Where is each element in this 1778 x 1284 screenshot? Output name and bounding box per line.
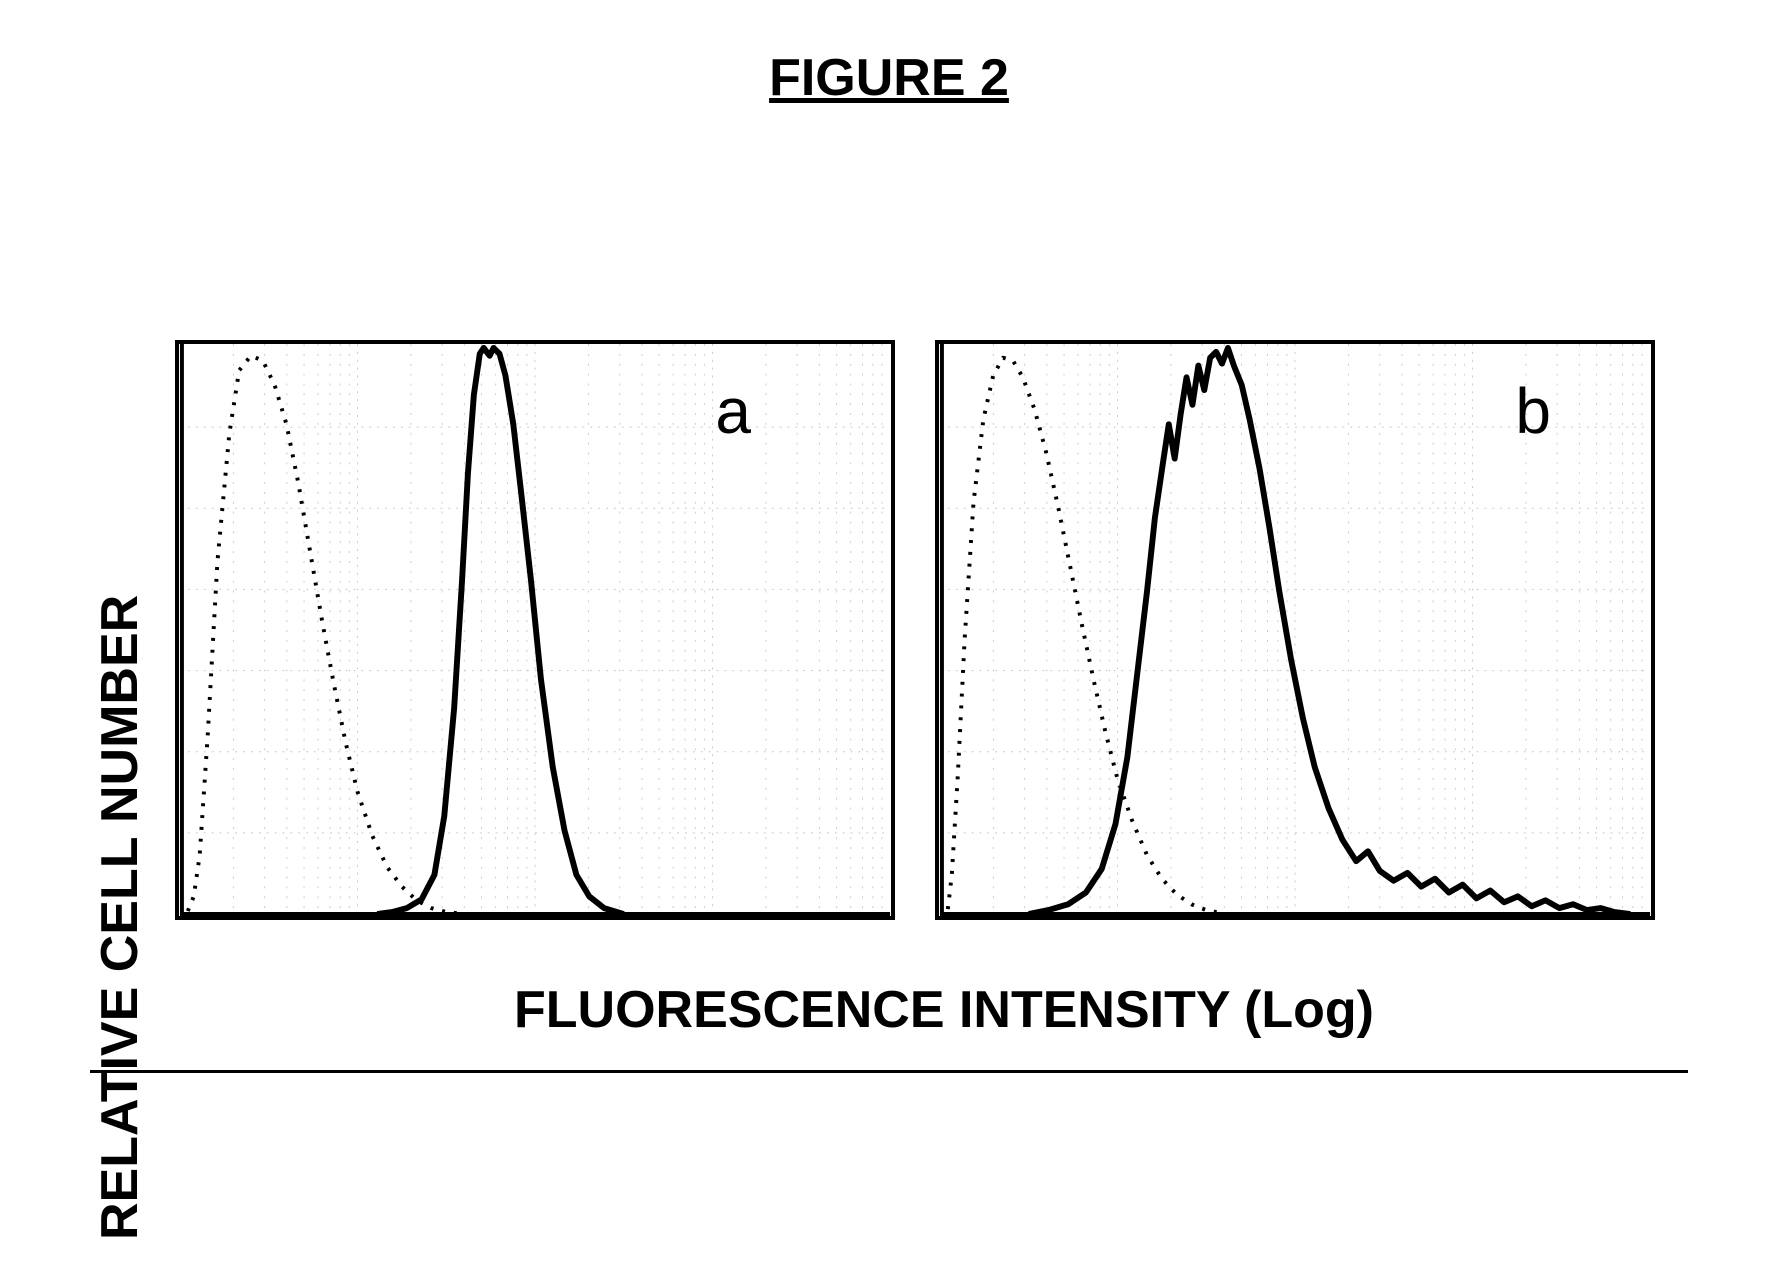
- panel-label-a: a: [715, 374, 751, 448]
- panel-label-b: b: [1515, 374, 1551, 448]
- panel-a: a: [175, 340, 895, 920]
- y-axis-label: RELATIVE CELL NUMBER: [90, 595, 150, 1240]
- figure-underline: [90, 1070, 1688, 1073]
- figure-title: FIGURE 2: [0, 48, 1778, 108]
- histogram-control: [188, 356, 466, 914]
- panels-container: ab: [175, 340, 1655, 920]
- panel-b: b: [935, 340, 1655, 920]
- histogram-control: [948, 358, 1226, 914]
- histogram-sample: [377, 348, 624, 914]
- x-axis-label: FLUORESCENCE INTENSITY (Log): [210, 980, 1678, 1040]
